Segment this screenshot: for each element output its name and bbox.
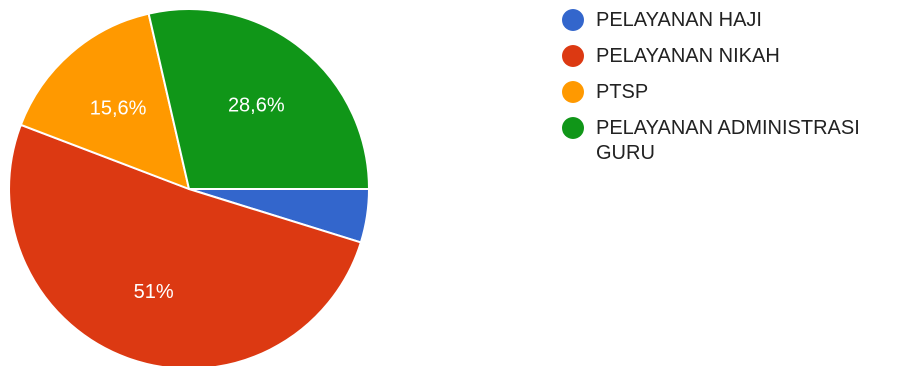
legend-swatch: [562, 45, 584, 67]
pie-value-label: 51%: [134, 281, 174, 303]
legend-swatch: [562, 9, 584, 31]
legend-swatch: [562, 117, 584, 139]
legend-label: PELAYANAN HAJI: [596, 9, 762, 31]
legend-label: PELAYANAN NIKAH: [596, 45, 780, 67]
pie-slice-ptsp[interactable]: [19, 12, 190, 190]
pie-slice-pelayanan-nikah[interactable]: [8, 123, 362, 366]
legend-label: PTSP: [596, 81, 649, 103]
pie-value-label: 15,6%: [90, 98, 147, 120]
legend-swatch: [562, 81, 584, 103]
pie-slice-pelayanan-administrasi-guru[interactable]: [147, 8, 370, 190]
legend-label: PELAYANAN ADMINISTRASI GURU: [596, 117, 860, 164]
legend-item-pelayanan-haji[interactable]: PELAYANAN HAJI: [562, 8, 917, 33]
legend-item-pelayanan-nikah[interactable]: PELAYANAN NIKAH: [562, 44, 917, 69]
legend-item-ptsp[interactable]: PTSP: [562, 80, 917, 105]
legend-item-pelayanan-administrasi-guru[interactable]: PELAYANAN ADMINISTRASI GURU: [562, 116, 917, 166]
pie-value-label: 28,6%: [228, 95, 285, 117]
chart-legend: PELAYANAN HAJI PELAYANAN NIKAH PTSP PELA…: [562, 8, 917, 177]
